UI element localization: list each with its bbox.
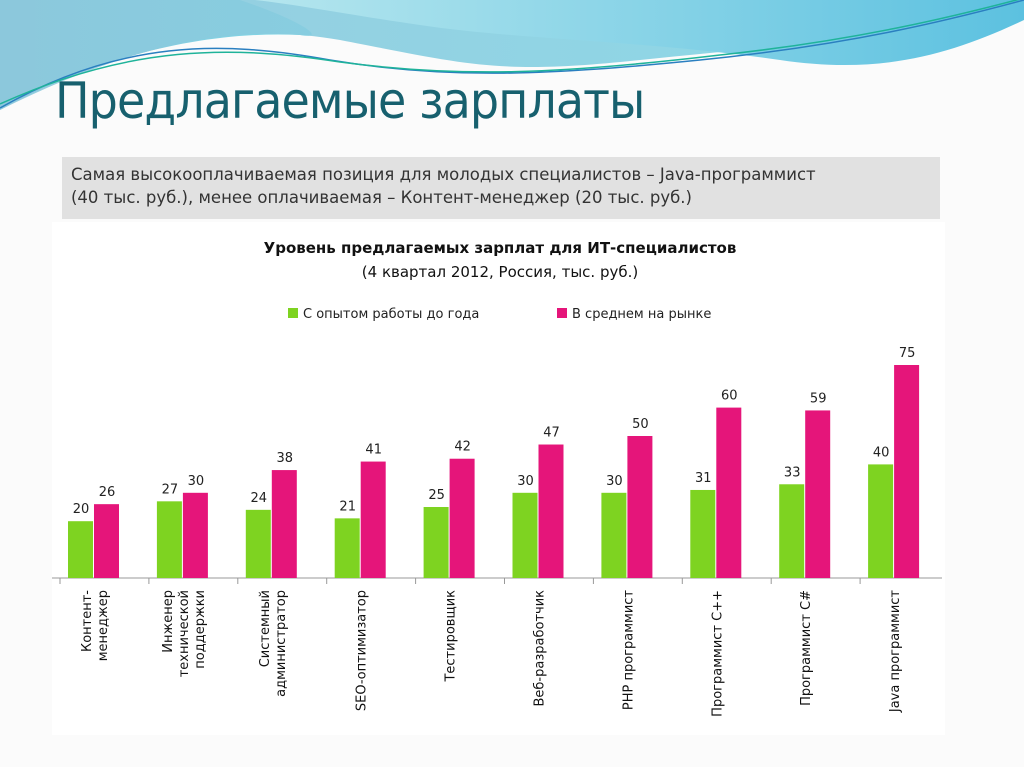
summary-note-line-2: (40 тыс. руб.), менее оплачиваемая – Кон… [71,188,692,207]
summary-note: Самая высокооплачиваемая позиция для мол… [62,157,940,219]
bar [156,501,182,578]
data-label: 42 [454,440,471,455]
data-label: 30 [606,474,623,489]
data-label: 60 [721,389,738,404]
summary-note-line-1: Самая высокооплачиваемая позиция для мол… [71,165,816,184]
category-label: Инженер [161,590,176,653]
category-label: Java программист [888,590,903,714]
data-label: 24 [251,491,268,506]
data-label: 33 [784,465,801,480]
data-label: 20 [73,502,90,517]
bar [716,407,742,578]
category-label: Программист С# [799,590,814,706]
bar [334,518,360,578]
bar [512,492,538,578]
bar [601,492,627,578]
data-label: 50 [632,417,649,432]
bar [423,507,449,578]
data-label: 27 [162,482,179,497]
chart-subtitle: (4 квартал 2012, Россия, тыс. руб.) [362,263,638,281]
legend-swatch-green [288,308,298,318]
data-label: 40 [873,445,890,460]
bar [894,365,920,578]
data-label: 30 [188,474,205,489]
category-label: технической [177,590,192,677]
data-label: 25 [428,488,445,503]
category-label: SEO-оптимизатор [355,590,370,711]
data-label: 21 [339,499,356,514]
bar [360,461,386,578]
category-label: Системный [258,590,273,667]
bar [805,410,831,578]
bar [538,444,564,578]
bar [449,458,475,578]
category-label: администратор [274,590,289,697]
data-label: 30 [517,474,534,489]
category-label: Тестировщик [444,590,459,683]
bar [868,464,894,578]
category-label: PHP программист [621,590,636,711]
legend-label-green: С опытом работы до года [303,307,479,322]
bar [627,436,653,578]
data-label: 31 [695,471,712,486]
bar [779,484,805,578]
category-label: поддержки [193,590,208,669]
bar [271,470,297,578]
legend-label-pink: В среднем на рынке [572,307,711,322]
chart-title: Уровень предлагаемых зарплат для ИТ-спец… [264,239,737,257]
category-label: Программист С++ [710,590,725,717]
data-label: 59 [810,391,827,406]
data-label: 38 [277,451,294,466]
category-label: менеджер [96,590,111,661]
slide-title: Предлагаемые зарплаты [55,72,645,130]
bar [182,492,208,578]
category-label: Контент- [80,590,95,652]
data-label: 75 [899,346,916,361]
bar [94,504,119,578]
legend-swatch-pink [557,308,567,318]
legend: С опытом работы до года В среднем на рын… [288,307,711,322]
bar [68,521,93,578]
data-label: 47 [543,426,560,441]
bar [245,509,271,578]
data-label: 26 [99,485,116,500]
bar [690,489,716,578]
category-label: Веб-разработчик [533,590,548,707]
data-label: 41 [365,443,382,458]
